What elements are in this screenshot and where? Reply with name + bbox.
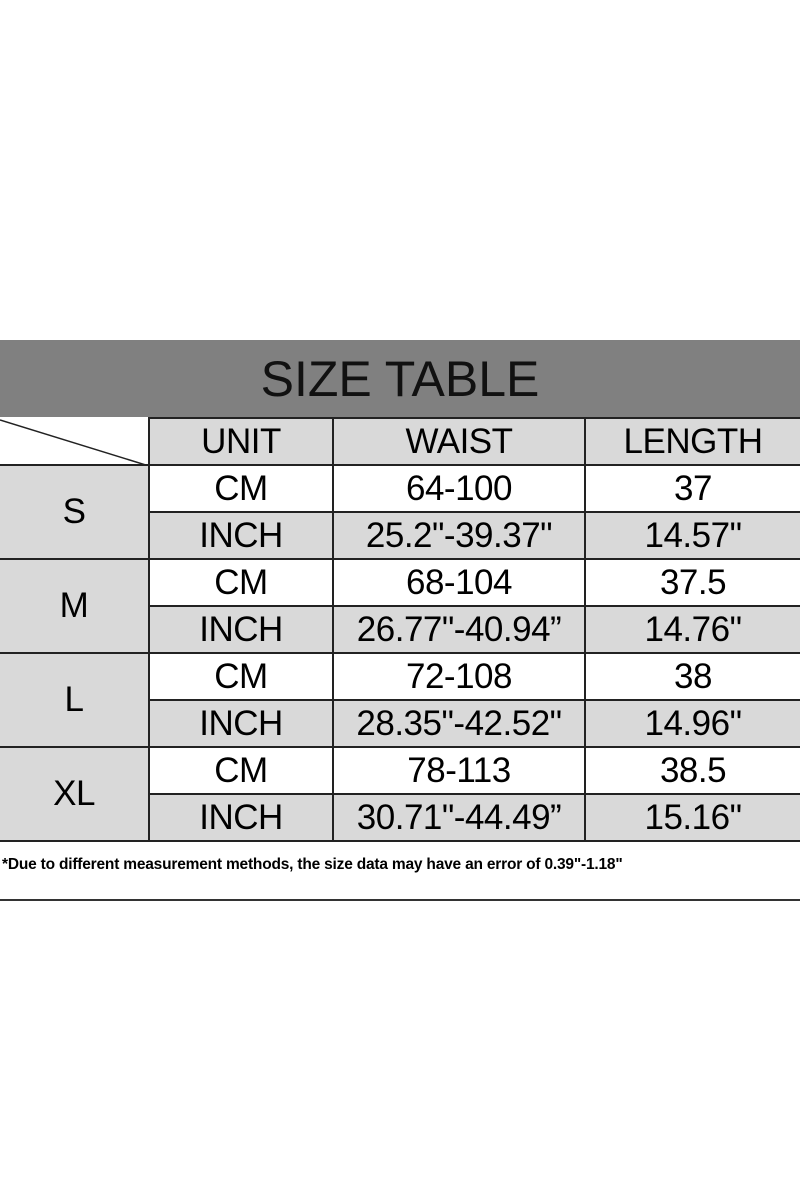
unit-cell: INCH xyxy=(148,699,334,748)
waist-cell: 25.2"-39.37" xyxy=(332,511,586,560)
length-cell: 15.16" xyxy=(584,793,800,842)
table-row-inch: INCH 30.71"-44.49” 15.16" xyxy=(0,793,800,842)
waist-cell: 72-108 xyxy=(332,652,586,701)
size-label: S xyxy=(0,464,150,560)
table-row-inch: INCH 26.77"-40.94” 14.76" xyxy=(0,605,800,654)
diagonal-divider xyxy=(0,419,142,463)
unit-cell: INCH xyxy=(148,605,334,654)
table-row-cm: S CM 64-100 37 xyxy=(0,464,800,560)
table-row-cm: L CM 72-108 38 xyxy=(0,652,800,748)
length-cell: 14.96" xyxy=(584,699,800,748)
length-cell: 38.5 xyxy=(584,746,800,795)
table-row-inch: INCH 25.2"-39.37" 14.57" xyxy=(0,511,800,560)
length-cell: 14.76" xyxy=(584,605,800,654)
table-row-cm: M CM 68-104 37.5 xyxy=(0,558,800,654)
table-row-inch: INCH 28.35"-42.52" 14.96" xyxy=(0,699,800,748)
unit-cell: INCH xyxy=(148,511,334,560)
size-table-title: SIZE TABLE xyxy=(0,340,800,417)
header-unit: UNIT xyxy=(148,417,334,466)
size-table: UNIT WAIST LENGTH S CM 64-100 37 INCH 25.2"-3… xyxy=(0,417,800,842)
unit-cell: CM xyxy=(148,558,334,607)
waist-cell: 78-113 xyxy=(332,746,586,795)
header-waist: WAIST xyxy=(332,417,586,466)
size-label: XL xyxy=(0,746,150,842)
header-row: UNIT WAIST LENGTH xyxy=(0,417,800,466)
length-cell: 37.5 xyxy=(584,558,800,607)
waist-cell: 68-104 xyxy=(332,558,586,607)
length-cell: 14.57" xyxy=(584,511,800,560)
waist-cell: 28.35"-42.52" xyxy=(332,699,586,748)
length-cell: 38 xyxy=(584,652,800,701)
waist-cell: 30.71"-44.49” xyxy=(332,793,586,842)
unit-cell: CM xyxy=(148,652,334,701)
unit-cell: INCH xyxy=(148,793,334,842)
size-label: L xyxy=(0,652,150,748)
waist-cell: 26.77"-40.94” xyxy=(332,605,586,654)
corner-cell xyxy=(0,418,150,466)
size-label: M xyxy=(0,558,150,654)
measurement-note: *Due to different measurement methods, t… xyxy=(2,856,623,873)
unit-cell: CM xyxy=(148,746,334,795)
divider-line xyxy=(0,899,800,901)
waist-cell: 64-100 xyxy=(332,464,586,513)
unit-cell: CM xyxy=(148,464,334,513)
table-row-cm: XL CM 78-113 38.5 xyxy=(0,746,800,842)
length-cell: 37 xyxy=(584,464,800,513)
header-length: LENGTH xyxy=(584,417,800,466)
